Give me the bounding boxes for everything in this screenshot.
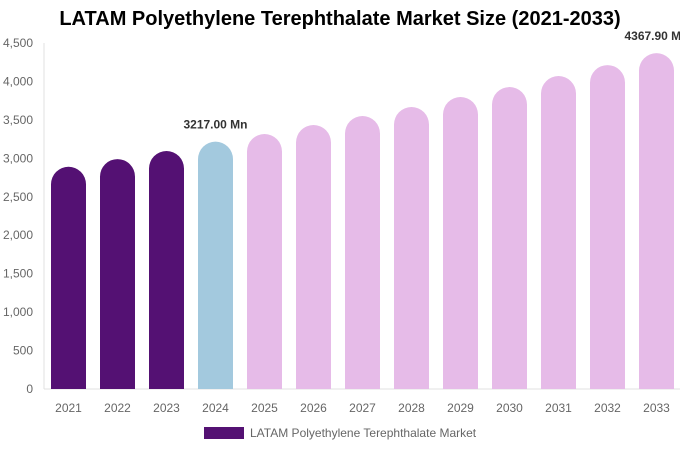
x-tick-label: 2026 xyxy=(300,401,327,415)
legend-label: LATAM Polyethylene Terephthalate Market xyxy=(250,426,477,440)
x-tick-label: 2023 xyxy=(153,401,180,415)
x-tick-label: 2024 xyxy=(202,401,229,415)
bar-2021 xyxy=(51,166,86,389)
data-label: 4367.90 Mn xyxy=(624,29,680,43)
bar-2025 xyxy=(247,134,282,389)
x-tick-label: 2021 xyxy=(55,401,82,415)
y-tick-label: 2,500 xyxy=(3,190,33,204)
x-tick-label: 2032 xyxy=(594,401,621,415)
x-tick-label: 2029 xyxy=(447,401,474,415)
bar-2022 xyxy=(100,159,135,389)
legend-swatch xyxy=(204,427,244,439)
x-tick-label: 2030 xyxy=(496,401,523,415)
bar-2030 xyxy=(492,87,527,389)
bar-2029 xyxy=(443,97,478,389)
bar-2031 xyxy=(541,76,576,390)
chart-title: LATAM Polyethylene Terephthalate Market … xyxy=(59,8,621,30)
bar-2026 xyxy=(296,125,331,390)
x-tick-label: 2031 xyxy=(545,401,572,415)
bar-2032 xyxy=(590,65,625,389)
x-tick-label: 2025 xyxy=(251,401,278,415)
bar-2033 xyxy=(639,53,674,390)
y-tick-label: 3,000 xyxy=(3,151,33,165)
y-tick-label: 2,000 xyxy=(3,228,33,242)
x-tick-label: 2028 xyxy=(398,401,425,415)
y-tick-label: 4,000 xyxy=(3,74,33,88)
bar-2023 xyxy=(149,151,184,389)
bar-2024 xyxy=(198,141,233,389)
x-tick-label: 2033 xyxy=(643,401,670,415)
y-tick-label: 4,500 xyxy=(3,36,33,50)
x-tick-label: 2022 xyxy=(104,401,131,415)
y-tick-label: 3,500 xyxy=(3,113,33,127)
y-tick-label: 500 xyxy=(13,344,33,358)
data-label: 3217.00 Mn xyxy=(183,118,247,132)
x-tick-label: 2027 xyxy=(349,401,376,415)
y-tick-label: 1,500 xyxy=(3,267,33,281)
y-tick-label: 1,000 xyxy=(3,305,33,319)
y-tick-label: 0 xyxy=(26,382,33,396)
bar-2027 xyxy=(345,116,380,389)
bar-2028 xyxy=(394,107,429,389)
legend: LATAM Polyethylene Terephthalate Market xyxy=(204,426,476,440)
